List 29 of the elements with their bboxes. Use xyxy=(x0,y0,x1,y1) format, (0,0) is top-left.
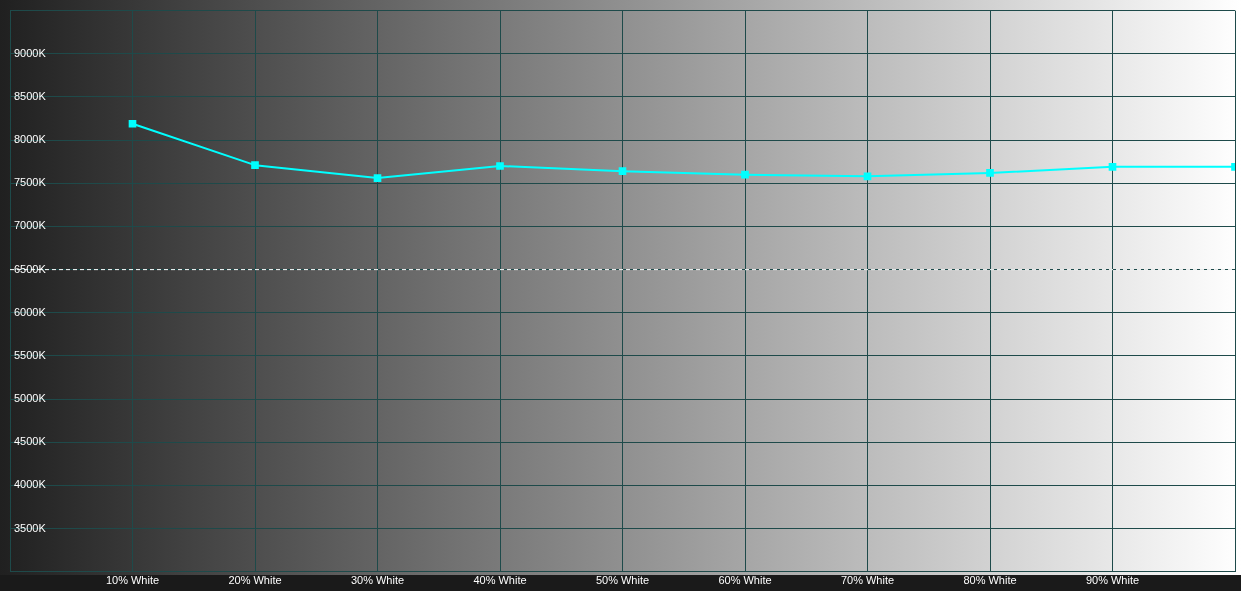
point xyxy=(373,174,382,182)
point xyxy=(251,161,259,169)
y-tick-label: 5500K xyxy=(14,348,47,361)
x-tick-label: 40% White xyxy=(473,574,527,587)
x-tick-label: 10% White xyxy=(105,574,160,587)
point xyxy=(986,169,994,177)
x-tick-label: 90% White xyxy=(1085,574,1140,587)
x-tick-label: 30% White xyxy=(350,574,405,587)
y-tick-label: 8000K xyxy=(14,133,47,146)
y-tick-label: 6000K xyxy=(14,305,47,318)
point xyxy=(1108,163,1117,171)
y-tick-label: 4000K xyxy=(14,478,47,491)
y-tick-label: 9000K xyxy=(14,46,47,59)
y-tick-label: 7500K xyxy=(14,176,47,189)
point xyxy=(128,119,137,128)
point xyxy=(618,167,627,176)
y-tick-label: 5000K xyxy=(14,392,47,405)
y-tick-label: 8500K xyxy=(14,89,47,102)
point xyxy=(496,162,504,170)
x-tick-label: 80% White xyxy=(963,574,1017,587)
y-tick-label: 4500K xyxy=(14,435,47,448)
y-tick-label: 7000K xyxy=(14,219,47,232)
point xyxy=(741,170,749,179)
y-tick-label: 3500K xyxy=(14,521,47,534)
x-tick-label: 20% White xyxy=(228,574,282,587)
x-tick-label: 50% White xyxy=(595,574,650,587)
y-tick-label: 6500K xyxy=(14,262,47,275)
x-tick-label: 60% White xyxy=(718,574,772,587)
x-tick-label: 70% White xyxy=(840,574,895,587)
